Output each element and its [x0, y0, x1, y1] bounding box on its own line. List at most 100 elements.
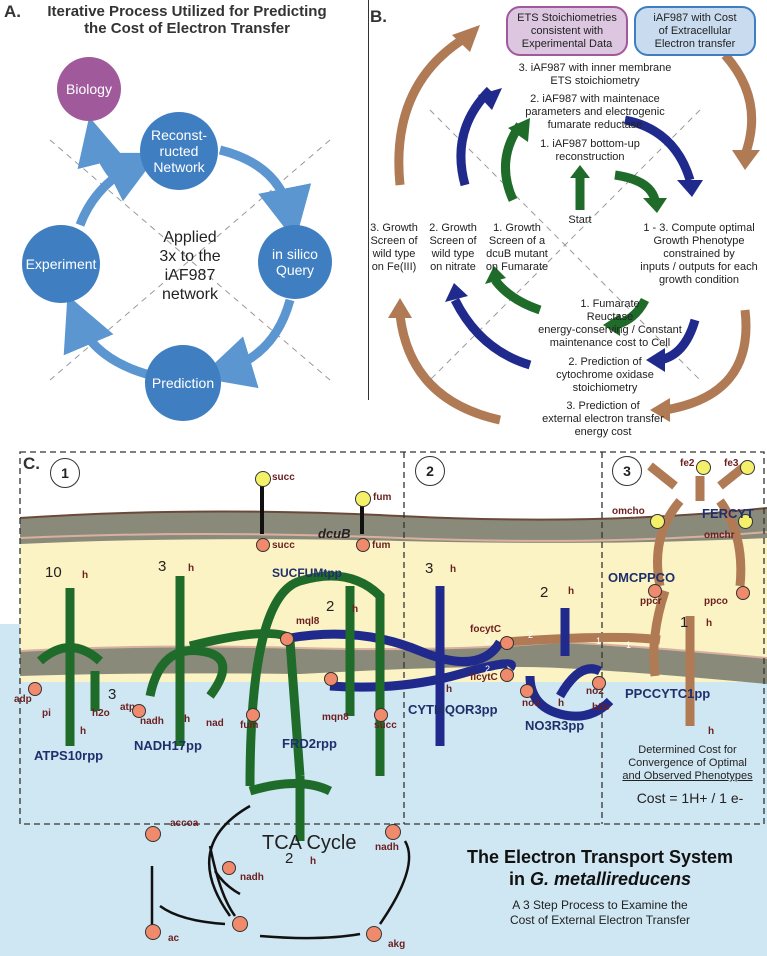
- prediction1-text: 1. Fumarate Reuctase energy-conserving / C…: [538, 298, 682, 349]
- h-label-nadh: h: [188, 563, 195, 574]
- mqn8-label: mqn8: [322, 712, 349, 723]
- atps10rpp-label: ATPS10rpp: [34, 748, 104, 763]
- prediction2-text: 2. Prediction of cytochrome oxidase stoich…: [556, 356, 654, 394]
- mql8-label: mql8: [296, 616, 320, 627]
- screen1-text: 1. Growth Screen of a dcuB mutant on Fumara…: [485, 222, 549, 273]
- adp-label: adp: [14, 694, 32, 705]
- ficytc-label: ficytC: [470, 672, 498, 683]
- nadh-label-cycle: nadh: [240, 872, 264, 883]
- panel-a-center-text: Applied 3x to the iAF987 network: [159, 229, 221, 303]
- pi-label: pi: [42, 708, 51, 719]
- succ-cyto-node: [374, 708, 388, 722]
- tca-intermediate-node: [232, 916, 248, 932]
- focytc-node: [500, 636, 514, 650]
- nadh-cycle-node: [222, 861, 236, 875]
- accoa-node: [145, 826, 161, 842]
- succ-top-label: succ: [272, 472, 295, 483]
- section-1-marker: 1: [50, 458, 80, 488]
- h2o-label-no3: h2o: [592, 702, 610, 713]
- two-h-frd-number: 2: [326, 598, 335, 615]
- fe2-label: fe2: [680, 458, 695, 469]
- ficytc-node: [500, 668, 514, 682]
- ppco-label: ppco: [704, 596, 728, 607]
- fercyt-label: FERCYT: [702, 506, 754, 521]
- omchr-node: [738, 514, 753, 529]
- ppccytc1pp-label: PPCCYTC1pp: [625, 686, 711, 701]
- iaf987-cost-box: iAF987 with Cost of Extracellular Electron…: [634, 6, 756, 56]
- section-3-marker: 3: [612, 456, 642, 486]
- succ-mem-label: succ: [272, 540, 295, 551]
- electron-count-b: 2: [528, 630, 534, 640]
- prediction3-text: 3. Prediction of external electron transf…: [542, 400, 664, 438]
- h-label-s3-bottom: h: [708, 726, 715, 737]
- omchr-label: omchr: [704, 530, 735, 541]
- ets-title: The Electron Transport System in G. meta…: [466, 847, 734, 889]
- succ-label-cyto: succ: [374, 720, 397, 731]
- h-label-atps: h: [82, 570, 89, 581]
- reconstructed-network-node: Reconst-ructed Network: [140, 112, 218, 190]
- step2-text: 2. iAF987 with maintenace parameters and …: [525, 93, 665, 131]
- ppcr-label: ppcr: [640, 596, 662, 607]
- fum-extracellular-node: [355, 491, 371, 507]
- fum-top-label: fum: [373, 492, 392, 503]
- no3-node: [520, 684, 534, 698]
- ets-stoichiometries-box: ETS Stoichiometries consistent with Experi…: [506, 6, 628, 56]
- no3-label: no3: [522, 698, 540, 709]
- h-label-cyt-bottom: h: [446, 684, 453, 695]
- h-label-atps-bottom: h: [80, 726, 87, 737]
- sucfumtpp-label: SUCFUMtpp: [272, 566, 342, 580]
- panel-b-arrows: [388, 25, 760, 425]
- h-label-no3: h: [568, 586, 575, 597]
- tca-cycle-label: TCA Cycle: [262, 832, 357, 854]
- focytc-label: focytC: [470, 624, 502, 635]
- mqn8-node: [324, 672, 338, 686]
- cytmqor3pp-label: CYTMQOR3pp: [408, 702, 498, 717]
- nadh-label-tca: nadh: [375, 842, 399, 853]
- panel-b-letter: B.: [370, 7, 387, 26]
- screen3-text: 3. Growth Screen of wild type on Fe(III): [370, 222, 418, 273]
- succ-extracellular-node: [255, 471, 271, 487]
- no2-node: [592, 676, 606, 690]
- step3-text: 3. iAF987 with inner membrane ETS stoichi…: [518, 62, 672, 87]
- panel-divider: [368, 0, 369, 400]
- panel-c-letter: C.: [23, 454, 40, 473]
- two-h-no3-number: 2: [540, 584, 549, 601]
- h-label-frd-bottom: h: [310, 856, 317, 867]
- panel-a-letter: A.: [4, 2, 21, 21]
- omcho-label: omcho: [612, 506, 645, 517]
- ppcr-node: [648, 584, 662, 598]
- start-label: Start: [568, 214, 592, 226]
- nadh-node: [385, 824, 401, 840]
- experiment-node: Experiment: [22, 225, 100, 303]
- nadh17pp-label: NADH17pp: [134, 738, 202, 753]
- electron-count-e: 1: [626, 640, 632, 650]
- fe2-node: [696, 460, 711, 475]
- dcub-label: dcuB: [318, 526, 351, 541]
- omcppco-label: OMCPPCO: [608, 570, 676, 585]
- atp-label: atp: [120, 702, 135, 713]
- fum-cyto-node: [246, 708, 260, 722]
- omcho-node: [650, 514, 665, 529]
- panel-a-title: Iterative Process Utilized for Predictin…: [22, 3, 352, 37]
- fe3-node: [740, 460, 755, 475]
- fe3-label: fe3: [724, 458, 739, 469]
- electron-count-c: 2: [485, 664, 491, 674]
- nadh-label-nadh17: nadh: [140, 716, 164, 727]
- three-h-nadh-number: 3: [158, 558, 167, 575]
- panel-b: B. ETS Stoichiometries consistent with Exp…: [370, 0, 767, 445]
- nadh-node-left: [132, 704, 146, 718]
- three-atp-number: 3: [108, 686, 117, 703]
- ac-node: [145, 924, 161, 940]
- h-label-s3: h: [706, 618, 713, 629]
- panel-a-title-line2: the Cost of Electron Transfer: [84, 20, 290, 37]
- adp-node: [28, 682, 42, 696]
- in-silico-query-node: in silico Query: [258, 225, 332, 299]
- electron-count-d: 1: [596, 636, 602, 646]
- electron-count-a: 2: [485, 636, 491, 646]
- one-h-number: 1: [680, 614, 689, 631]
- panel-a-arrows: [49, 116, 331, 389]
- no3r3pp-label: NO3R3pp: [525, 718, 585, 733]
- accoa-label: accoa: [170, 818, 199, 829]
- h2o-label-atps: h2o: [92, 708, 110, 719]
- fum-membrane-node: [356, 538, 370, 552]
